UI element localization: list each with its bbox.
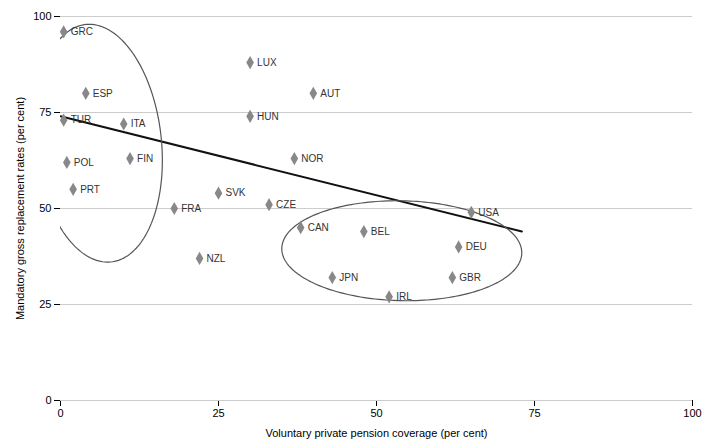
svg-text:AUT: AUT xyxy=(320,88,340,99)
svg-text:25: 25 xyxy=(39,298,51,310)
svg-text:75: 75 xyxy=(39,106,51,118)
svg-text:FRA: FRA xyxy=(181,203,201,214)
svg-text:DEU: DEU xyxy=(466,241,487,252)
svg-text:Voluntary private pension cove: Voluntary private pension coverage (per … xyxy=(266,427,488,439)
svg-text:75: 75 xyxy=(528,407,540,419)
svg-text:TUR: TUR xyxy=(71,114,92,125)
svg-text:25: 25 xyxy=(212,407,224,419)
svg-text:PRT: PRT xyxy=(80,184,100,195)
svg-text:Mandatory gross replacement ra: Mandatory gross replacement rates (per c… xyxy=(14,97,26,320)
svg-text:0: 0 xyxy=(57,407,63,419)
svg-text:BEL: BEL xyxy=(371,226,390,237)
svg-text:CZE: CZE xyxy=(276,199,296,210)
svg-text:SVK: SVK xyxy=(226,187,246,198)
svg-text:ESP: ESP xyxy=(93,88,113,99)
svg-text:NZL: NZL xyxy=(207,253,226,264)
svg-text:0: 0 xyxy=(45,394,51,406)
svg-text:50: 50 xyxy=(39,202,51,214)
svg-text:POL: POL xyxy=(74,157,94,168)
svg-text:IRL: IRL xyxy=(396,291,412,302)
svg-text:100: 100 xyxy=(683,407,701,419)
svg-text:JPN: JPN xyxy=(339,272,358,283)
svg-text:HUN: HUN xyxy=(257,111,279,122)
svg-text:USA: USA xyxy=(478,207,499,218)
svg-text:FIN: FIN xyxy=(137,153,153,164)
svg-text:GBR: GBR xyxy=(459,272,481,283)
svg-text:GRC: GRC xyxy=(71,26,93,37)
svg-text:50: 50 xyxy=(370,407,382,419)
svg-text:ITA: ITA xyxy=(131,118,146,129)
svg-text:LUX: LUX xyxy=(257,57,277,68)
svg-text:100: 100 xyxy=(33,10,51,22)
svg-text:CAN: CAN xyxy=(308,222,329,233)
svg-text:NOR: NOR xyxy=(301,153,323,164)
